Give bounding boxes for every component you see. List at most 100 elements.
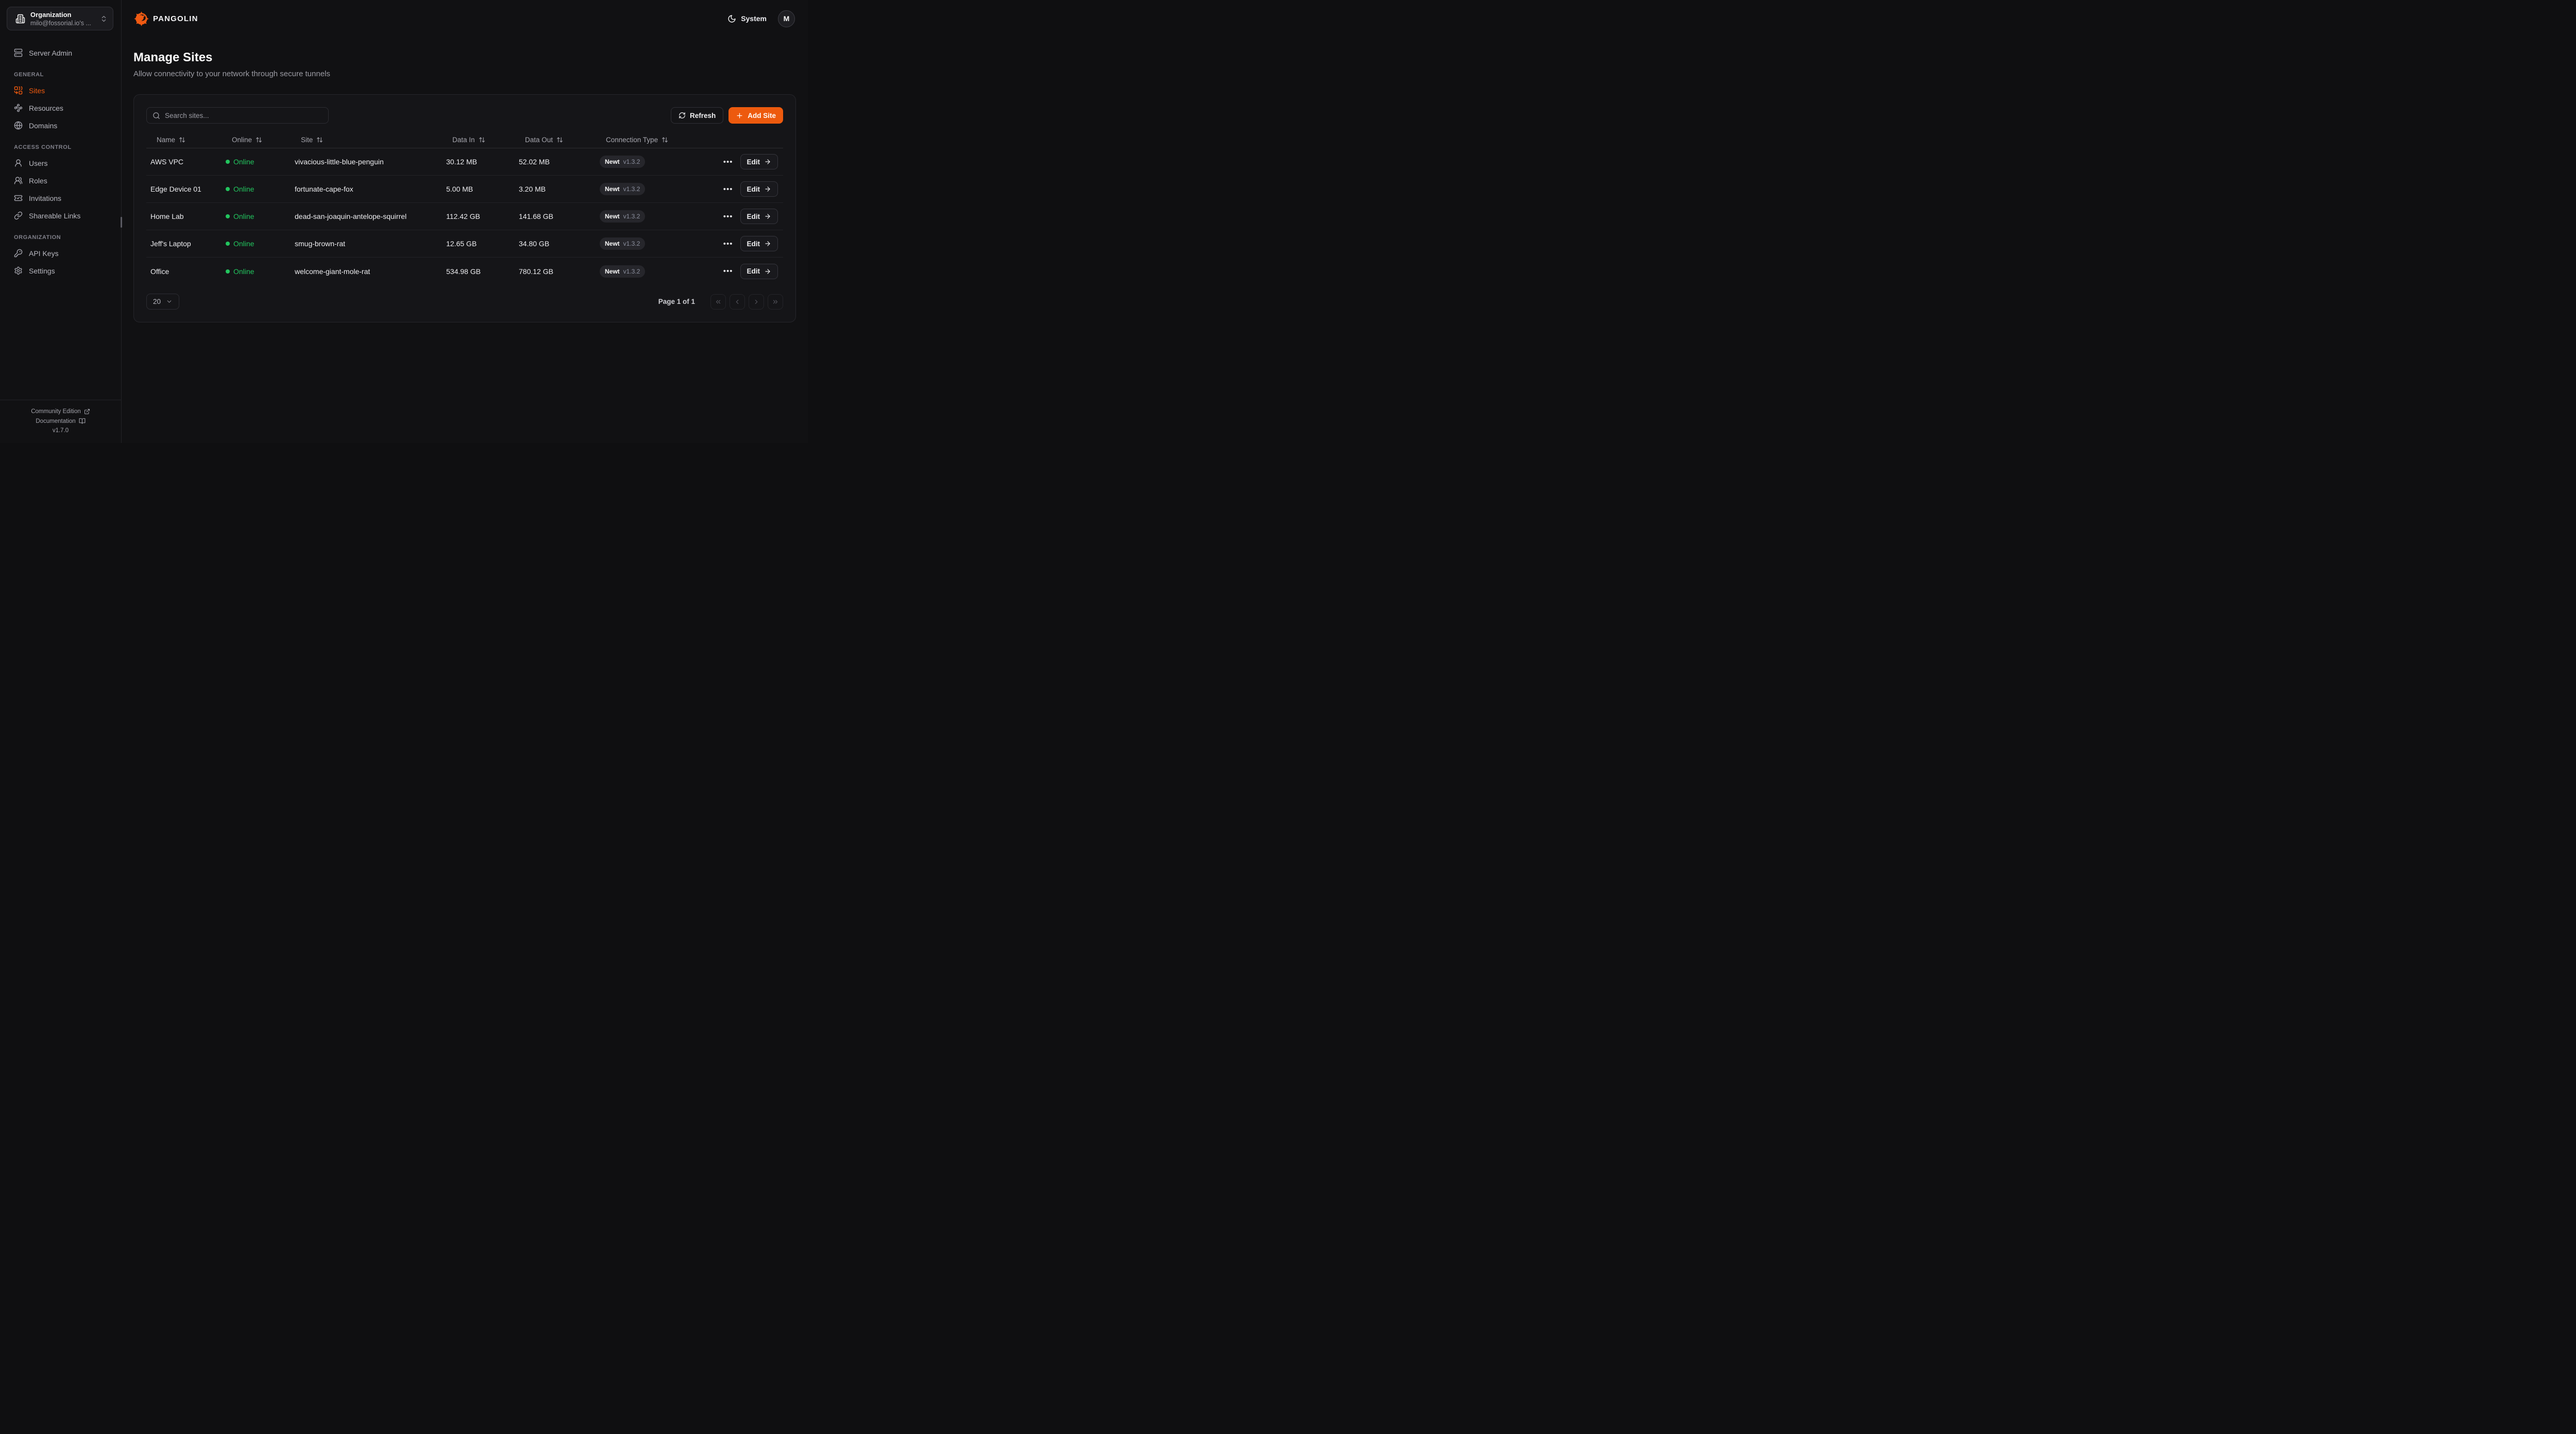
sidebar-scrollbar-thumb[interactable] [121,217,122,228]
section-label-access-control: ACCESS CONTROL [14,144,72,150]
cell-site: fortunate-cape-fox [295,185,353,193]
row-menu-button[interactable]: ••• [723,267,733,276]
row-menu-button[interactable]: ••• [723,239,733,248]
cell-connection-type: Newt v1.3.2 [596,237,711,250]
cell-name: Edge Device 01 [150,185,201,193]
sidebar-item-label: API Keys [29,249,59,258]
connection-badge: Newt v1.3.2 [600,237,646,250]
cell-online: Online [222,158,291,166]
sidebar-item-server-admin[interactable]: Server Admin [7,46,114,59]
sidebar-item-settings[interactable]: Settings [7,264,114,277]
cell-data-out: 34.80 GB [519,240,550,248]
arrow-right-icon [764,240,771,247]
sidebar-item-label: Users [29,159,48,167]
cell-site: welcome-giant-mole-rat [295,267,370,276]
sidebar-item-resources[interactable]: Resources [7,101,114,114]
cell-data-in: 30.12 MB [446,158,477,166]
sidebar-item-label: Server Admin [29,48,73,57]
documentation-link[interactable]: Documentation [0,418,121,424]
online-dot-icon [226,242,230,246]
section-label-general: GENERAL [14,72,44,78]
online-dot-icon [226,214,230,218]
section-label-organization: ORGANIZATION [14,234,61,241]
online-status: Online [233,185,255,193]
add-site-button[interactable]: Add Site [728,107,783,124]
sidebar-item-shareable-links[interactable]: Shareable Links [7,209,114,222]
users-icon [14,176,23,185]
building-icon [15,14,25,24]
chevron-down-icon [166,298,173,305]
page-size-select[interactable]: 20 [146,294,180,310]
page-info: Page 1 of 1 [658,298,695,305]
column-header-online[interactable]: Online [222,136,291,144]
add-site-label: Add Site [748,111,776,120]
edit-button[interactable]: Edit [740,209,778,224]
next-page-button[interactable] [749,294,764,310]
cell-name: Jeff's Laptop [150,240,191,248]
arrow-right-icon [764,158,771,165]
community-edition-label: Community Edition [31,408,81,415]
row-menu-button[interactable]: ••• [723,184,733,194]
pangolin-logo-icon [133,11,149,27]
last-page-button[interactable] [768,294,783,310]
online-status: Online [233,267,255,276]
organization-selector[interactable]: Organization milo@fossorial.io's ... [7,7,113,30]
row-menu-button[interactable]: ••• [723,157,733,166]
edit-button[interactable]: Edit [740,236,778,251]
sidebar-item-label: Settings [29,266,55,275]
avatar-initial: M [783,14,790,23]
theme-toggle[interactable]: System [727,14,767,23]
pagination: 20 Page 1 of 1 [146,294,783,310]
prev-page-button[interactable] [730,294,745,310]
moon-icon [727,14,736,23]
column-header-data-in[interactable]: Data In [442,136,515,144]
link-icon [14,211,23,220]
sidebar-item-api-keys[interactable]: API Keys [7,247,114,260]
globe-icon [14,121,23,130]
connection-badge: Newt v1.3.2 [600,210,646,223]
edit-button[interactable]: Edit [740,181,778,197]
arrow-right-icon [764,268,771,275]
column-header-data-out[interactable]: Data Out [515,136,596,144]
avatar[interactable]: M [778,10,795,27]
edit-button[interactable]: Edit [740,154,778,169]
refresh-button[interactable]: Refresh [670,107,724,124]
cell-connection-type: Newt v1.3.2 [596,183,711,195]
cell-online: Online [222,240,291,248]
version-label: v1.7.0 [52,428,69,434]
table-body: AWS VPC Online vivacious-little-blue-pen… [146,148,783,285]
community-edition-link[interactable]: Community Edition [0,408,121,415]
column-header-name[interactable]: Name [146,136,222,144]
online-dot-icon [226,187,230,191]
online-status: Online [233,240,255,248]
cell-online: Online [222,212,291,220]
cell-actions: ••• Edit [711,154,783,169]
first-page-button[interactable] [710,294,726,310]
search-input[interactable] [165,111,323,120]
edit-button[interactable]: Edit [740,263,778,279]
sidebar-item-domains[interactable]: Domains [7,119,114,132]
column-header-site[interactable]: Site [291,136,442,144]
sidebar-item-sites[interactable]: Sites [7,84,114,97]
cell-connection-type: Newt v1.3.2 [596,210,711,223]
sidebar-item-users[interactable]: Users [7,157,114,169]
cell-data-out: 780.12 GB [519,267,553,276]
online-dot-icon [226,269,230,274]
row-menu-button[interactable]: ••• [723,212,733,221]
user-icon [14,159,23,167]
cell-actions: ••• Edit [711,263,783,279]
sidebar-item-roles[interactable]: Roles [7,174,114,187]
waypoints-icon [14,104,23,112]
column-header-connection-type[interactable]: Connection Type [596,136,711,144]
plus-icon [736,112,743,120]
arrow-right-icon [764,213,771,220]
documentation-label: Documentation [36,418,76,424]
cell-data-in: 534.98 GB [446,267,481,276]
table-row: Jeff's Laptop Online smug-brown-rat 12.6… [146,230,783,258]
cell-data-out: 141.68 GB [519,212,553,220]
connection-badge: Newt v1.3.2 [600,156,646,168]
sidebar-nav: Server Admin GENERAL Sites Resources Do [0,37,121,400]
org-subtitle: milo@fossorial.io's ... [30,19,91,27]
table-row: AWS VPC Online vivacious-little-blue-pen… [146,148,783,176]
sidebar-item-invitations[interactable]: Invitations [7,192,114,204]
